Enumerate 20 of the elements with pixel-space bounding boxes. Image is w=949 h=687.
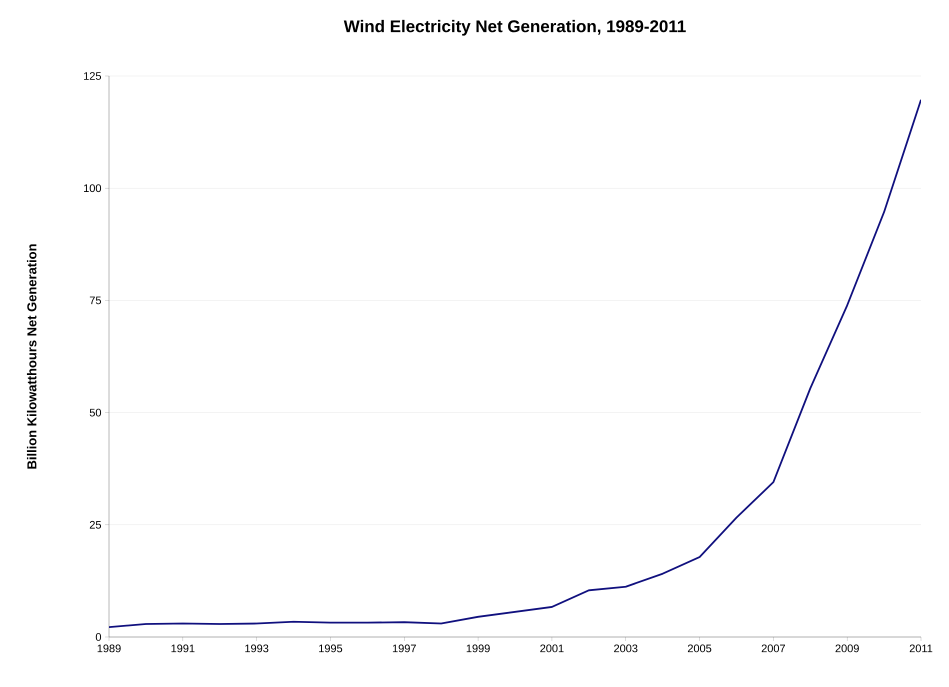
x-tick-label: 2011 bbox=[910, 644, 932, 652]
x-tick-label: 2003 bbox=[614, 644, 638, 652]
x-tick-label: 2005 bbox=[688, 644, 712, 652]
y-tick-label: 125 bbox=[84, 72, 102, 80]
x-tick-label: 1997 bbox=[392, 644, 416, 652]
x-tick-label: 1995 bbox=[319, 644, 342, 652]
y-tick-label: 50 bbox=[90, 408, 102, 416]
y-tick-label: 75 bbox=[90, 296, 102, 304]
y-tick-label: 100 bbox=[84, 184, 102, 192]
x-tick-label: 2001 bbox=[540, 644, 564, 652]
y-tick-label: 0 bbox=[96, 633, 102, 641]
x-tick-label: 2007 bbox=[762, 644, 786, 652]
x-tick-label: 1993 bbox=[245, 644, 268, 652]
x-tick-label: 1991 bbox=[171, 644, 194, 652]
chart-title: Wind Electricity Net Generation, 1989-2011 bbox=[344, 20, 686, 36]
y-tick-label: 25 bbox=[90, 520, 102, 529]
x-tick-label: 1989 bbox=[98, 644, 121, 652]
y-axis-title: Billion Kilowatthours Net Generation bbox=[26, 244, 36, 469]
x-tick-label: 2009 bbox=[836, 644, 859, 652]
x-tick-label: 1999 bbox=[466, 644, 490, 652]
